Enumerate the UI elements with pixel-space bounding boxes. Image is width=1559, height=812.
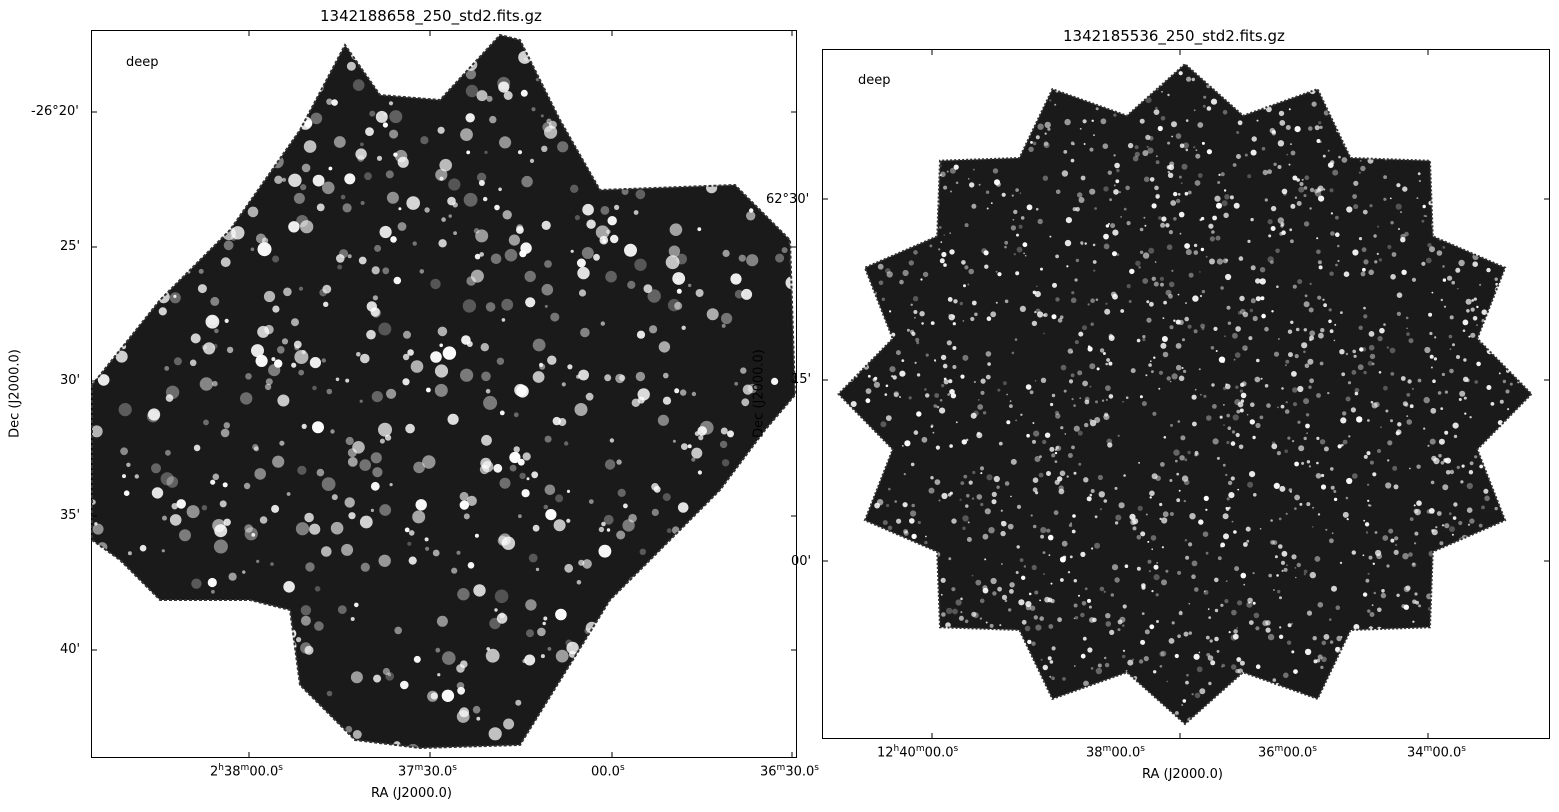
left-ytick-label: 35' <box>60 508 81 523</box>
left-ytick-label: 25' <box>60 239 81 254</box>
right-ytick-label: 00' <box>791 554 812 569</box>
left-ytick-label: 40' <box>60 642 81 657</box>
left-ytick-label: -26°20' <box>31 104 79 119</box>
left-x-axis-label: RA (J2000.0) <box>371 786 452 801</box>
left-xtick-label: 37m30.0s <box>398 763 457 780</box>
left-xtick-label: 36m30.0s <box>760 763 819 780</box>
right-xtick-label: 36m00.0s <box>1258 744 1317 761</box>
right-y-axis-label: Dec (J2000.0) <box>751 349 767 438</box>
right-field-label: deep <box>858 73 891 88</box>
right-xtick-label: 12h40m00.0s <box>877 744 959 761</box>
left-xtick-label: 2h38m00.0s <box>210 763 283 780</box>
right-ytick-label: 15' <box>791 372 812 387</box>
right-panel-title: 1342185536_250_std2.fits.gz <box>1063 27 1285 45</box>
right-xtick-label: 34m00.0s <box>1407 744 1466 761</box>
left-field-label: deep <box>126 55 159 70</box>
left-xtick-label: 00.0s <box>591 763 625 780</box>
right-x-axis-label: RA (J2000.0) <box>1142 767 1223 782</box>
right-ytick-label: 62°30' <box>766 192 810 207</box>
left-ytick-label: 30' <box>60 373 81 388</box>
left-panel-title: 1342188658_250_std2.fits.gz <box>320 7 542 25</box>
right-xtick-label: 38m00.0s <box>1086 744 1145 761</box>
